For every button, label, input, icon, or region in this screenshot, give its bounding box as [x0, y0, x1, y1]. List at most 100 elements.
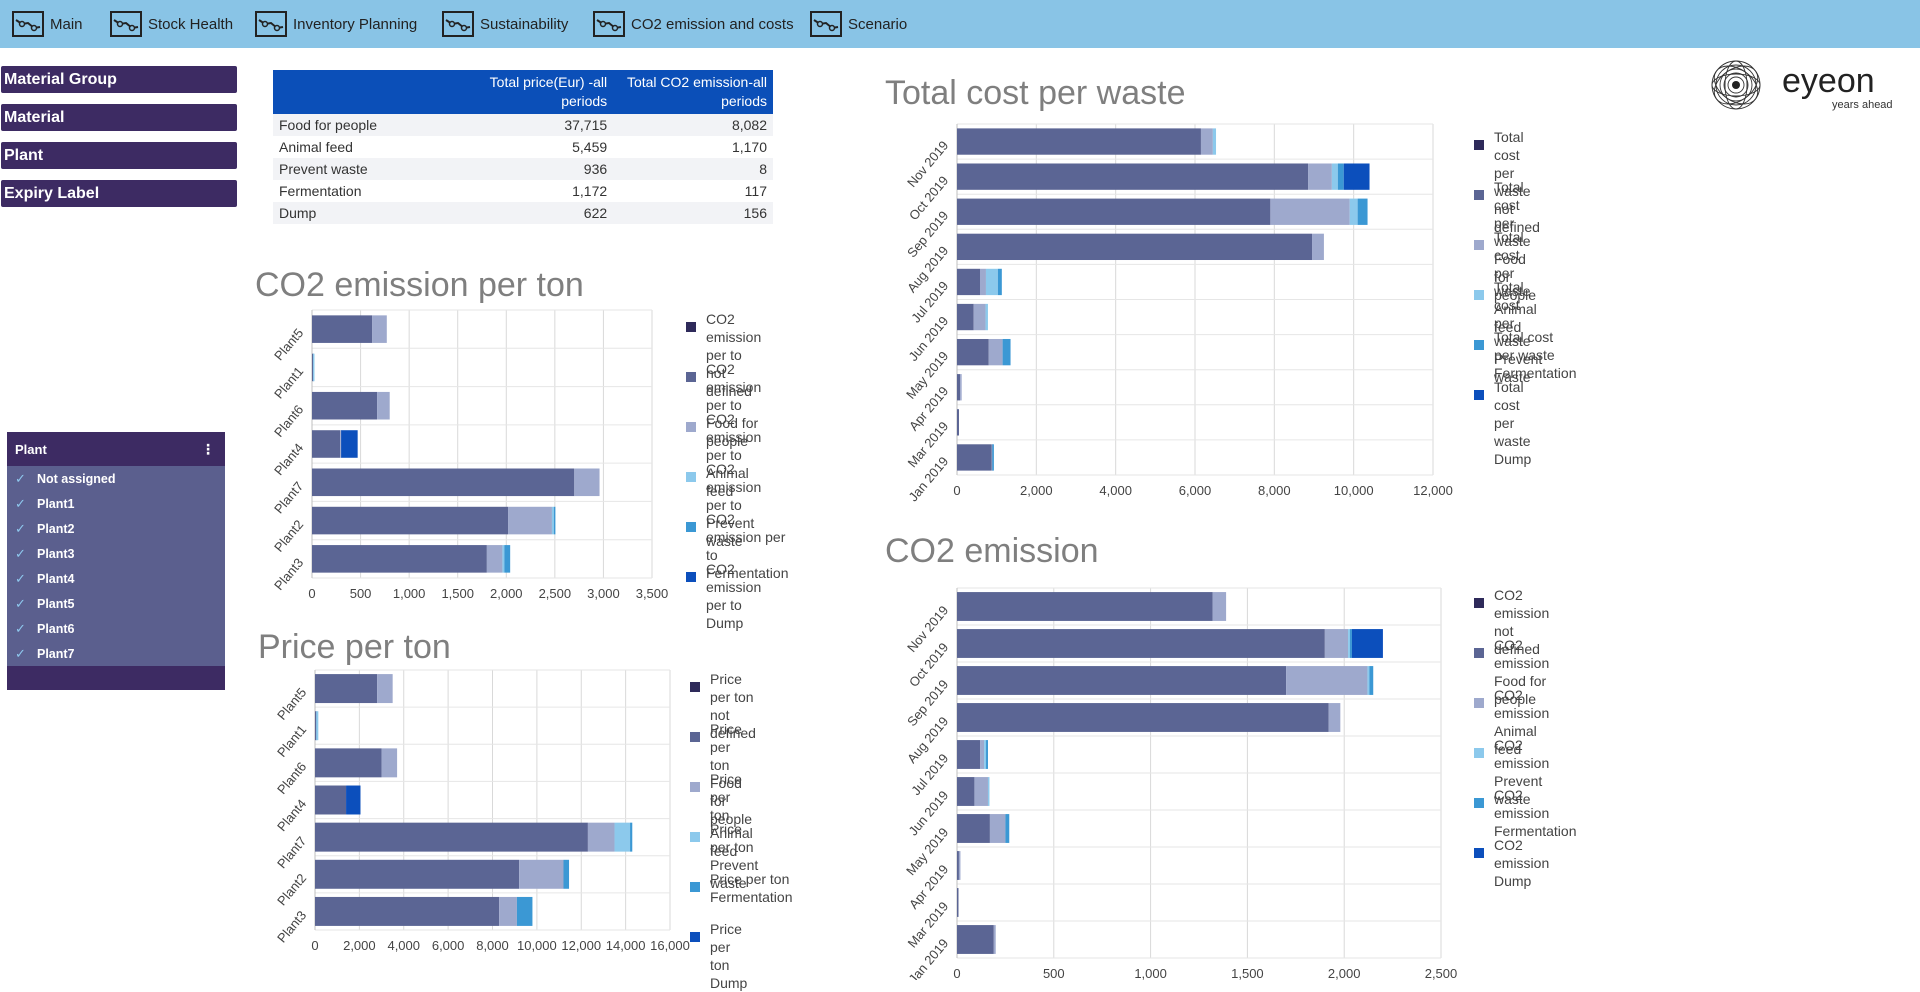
x-tick-label: 2,000 — [490, 586, 523, 601]
dashboard-icon — [442, 11, 474, 37]
legend-label: CO2 emission not defined — [1494, 587, 1550, 657]
bar-segment — [957, 666, 1287, 695]
x-tick-label: 2,500 — [539, 586, 572, 601]
dashboard-icon — [593, 11, 625, 37]
legend-item: Total cost per waste Dump — [1474, 378, 1531, 468]
legend-swatch — [1474, 190, 1484, 200]
tab-inventory-planning-label: Inventory Planning — [293, 15, 418, 33]
bar-segment — [973, 303, 986, 331]
bar-segment — [563, 859, 570, 889]
bar-segment — [1331, 163, 1338, 190]
bar-segment — [519, 859, 564, 889]
legend-swatch — [686, 372, 696, 382]
bar-segment — [974, 777, 988, 806]
bar-segment — [957, 888, 959, 917]
bar-segment — [316, 711, 319, 741]
legend-swatch — [690, 882, 700, 892]
legend-item: CO2 emission Dump — [1474, 836, 1549, 890]
bar-segment — [1349, 198, 1358, 225]
plant-filter-item[interactable]: ✓ Plant2 — [7, 516, 225, 541]
x-tick-label: 0 — [311, 938, 318, 953]
legend-item: CO2 emission per to Food for people — [686, 360, 761, 450]
table-header-cell: Total price(Eur) -all periods — [453, 70, 614, 114]
tab-main[interactable]: Main — [12, 0, 83, 48]
legend-swatch — [686, 572, 696, 582]
bar-segment — [312, 353, 314, 382]
table-header-cell — [273, 70, 454, 114]
legend-swatch — [690, 682, 700, 692]
legend-label: CO2 emission per to not defined — [706, 311, 762, 399]
bar-segment — [957, 925, 994, 954]
plant-filter-item[interactable]: ✓ Plant5 — [7, 591, 225, 616]
table-cell: Fermentation — [279, 183, 362, 199]
x-tick-label: 500 — [1043, 966, 1065, 980]
material-button[interactable]: Material — [1, 104, 237, 131]
check-icon: ✓ — [15, 595, 26, 611]
bar-segment — [312, 468, 575, 497]
tab-scenario-label: Scenario — [848, 15, 908, 33]
x-tick-label: 12,000 — [1413, 483, 1453, 498]
logo-tagline-text: years ahead — [1832, 99, 1893, 111]
legend-item: Total cost per waste not defined — [1474, 128, 1540, 236]
bar-segment — [377, 391, 390, 420]
bar-segment — [1367, 666, 1370, 695]
x-tick-label: 2,000 — [343, 938, 376, 953]
y-category-label: Plant1 — [271, 364, 306, 402]
tab-stock-health[interactable]: Stock Health — [110, 0, 233, 48]
bar-segment — [574, 468, 600, 497]
bar-segment — [957, 198, 1271, 225]
plant-filter-item[interactable]: ✓ Plant1 — [7, 491, 225, 516]
legend-swatch — [1474, 598, 1484, 608]
table-cell: Animal feed — [279, 139, 353, 155]
bar-segment — [1343, 163, 1370, 190]
plant-filter-item-label: Not assigned — [37, 471, 116, 486]
bar-segment — [957, 338, 989, 366]
expiry-label-button[interactable]: Expiry Label — [1, 180, 237, 207]
plant-filter-item-label: Plant5 — [37, 596, 75, 611]
bar-segment — [1286, 666, 1368, 695]
table-cell: 622 — [453, 202, 614, 224]
check-icon: ✓ — [15, 495, 26, 511]
plant-filter-item-label: Plant3 — [37, 546, 75, 561]
more-options-icon[interactable]: ⋮ — [201, 440, 215, 457]
plant-filter-item[interactable]: ✓ Plant3 — [7, 541, 225, 566]
bar-segment — [957, 777, 975, 806]
plant-filter-item[interactable]: ✓ Plant7 — [7, 641, 225, 666]
bar-segment — [1348, 629, 1351, 658]
chart-title-co2-per-ton: CO2 emission per ton — [255, 266, 584, 304]
material-group-button[interactable]: Material Group — [1, 66, 237, 93]
eyeon-logo: eyeon years ahead — [1700, 58, 1920, 114]
plant-button[interactable]: Plant — [1, 142, 237, 169]
tab-inventory-planning[interactable]: Inventory Planning — [255, 0, 417, 48]
chart-price-per-ton: 0 2,000 4,000 6,000 8,000 10,000 12,000 14,000 1… — [274, 669, 690, 953]
legend-swatch — [686, 472, 696, 482]
y-category-label: Plant4 — [274, 796, 309, 834]
bar-segment — [315, 822, 588, 852]
legend-item: CO2 emission Animal feed — [1474, 686, 1549, 758]
y-category-label: Plant3 — [274, 908, 309, 946]
bar-segment — [315, 711, 317, 741]
plant-filter-item[interactable]: ✓ Plant6 — [7, 616, 225, 641]
bar-segment — [312, 430, 341, 458]
plant-filter-title: Plant — [15, 441, 47, 457]
bar-segment — [1002, 338, 1011, 366]
legend-swatch — [690, 932, 700, 942]
plant-filter-item[interactable]: ✓ Plant4 — [7, 566, 225, 591]
legend-label: Total cost per waste Prevent waste — [1494, 279, 1543, 385]
x-tick-label: 14,000 — [606, 938, 646, 953]
tab-co2-emission-and-costs[interactable]: CO2 emission and costs — [593, 0, 794, 48]
tab-sustainability[interactable]: Sustainability — [442, 0, 568, 48]
bar-segment — [499, 896, 517, 926]
check-icon: ✓ — [15, 470, 26, 486]
y-category-label: Plant2 — [271, 517, 306, 555]
tab-scenario[interactable]: Scenario — [810, 0, 907, 48]
bar-segment — [985, 303, 988, 331]
bar-segment — [315, 785, 347, 815]
bar-segment — [630, 822, 633, 852]
table-header-row: Total price(Eur) -all periods Total CO2 … — [273, 70, 773, 114]
plant-filter-item-label: Plant4 — [37, 571, 75, 586]
legend-item: CO2 emission per to not defined — [686, 310, 761, 400]
plant-filter-item[interactable]: ✓ Not assigned — [7, 466, 225, 491]
